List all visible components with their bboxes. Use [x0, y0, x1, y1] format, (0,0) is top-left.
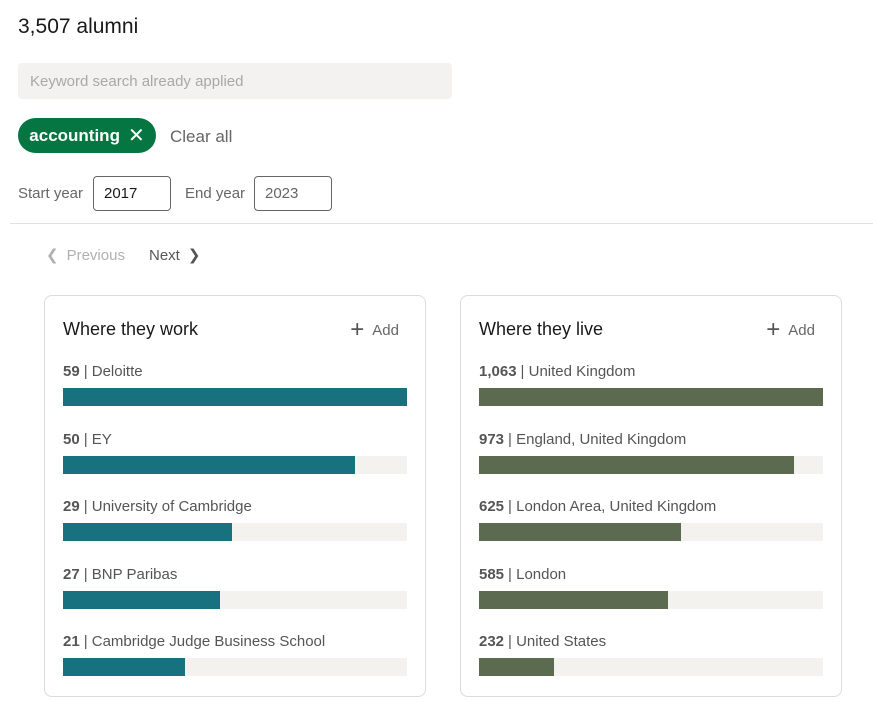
end-year-input[interactable]	[254, 176, 332, 211]
bar-row[interactable]: 585 | London	[479, 566, 823, 609]
bar-track	[479, 455, 823, 474]
bar-label: 27 | BNP Paribas	[63, 566, 407, 583]
bar-track	[479, 523, 823, 541]
bar-fill	[479, 523, 682, 541]
bar-fill	[63, 455, 355, 474]
bar-row[interactable]: 50 | EY	[63, 431, 407, 474]
bar-row[interactable]: 59 | Deloitte	[63, 363, 407, 406]
plus-icon: +	[766, 316, 781, 343]
bar-track	[63, 388, 407, 406]
chevron-left-icon: ❮	[46, 247, 59, 264]
bar-count: 625	[479, 498, 505, 515]
bar-fill	[63, 658, 186, 676]
bar-name: | England, United Kingdom	[508, 430, 687, 448]
bar-label: 585 | London	[479, 566, 823, 583]
bar-name: | United States	[508, 633, 607, 650]
bar-name: | University of Cambridge	[83, 498, 252, 515]
bar-name: | Cambridge Judge Business School	[83, 633, 326, 650]
bar-fill	[479, 388, 823, 406]
bar-name: | Deloitte	[83, 363, 143, 380]
bar-fill	[479, 455, 794, 474]
add-button[interactable]: + Add	[766, 318, 815, 342]
bar-label: 21 | Cambridge Judge Business School	[63, 633, 407, 650]
clear-all-button[interactable]: Clear all	[170, 127, 233, 146]
card-title: Where they work	[63, 319, 199, 339]
bar-label: 1,063 | United Kingdom	[479, 363, 823, 380]
add-label: Add	[372, 321, 399, 339]
next-label: Next	[149, 246, 180, 264]
previous-label: Previous	[66, 246, 125, 264]
bar-label: 29 | University of Cambridge	[63, 498, 407, 515]
bar-fill	[63, 590, 221, 609]
bar-track	[63, 590, 407, 609]
bar-label: 973 | England, United Kingdom	[479, 431, 823, 448]
add-button[interactable]: + Add	[350, 318, 399, 342]
bar-name: | EY	[83, 430, 112, 448]
bar-fill	[63, 523, 233, 541]
bar-track	[479, 658, 823, 676]
bar-name: | London Area, United Kingdom	[508, 498, 717, 515]
bar-track	[63, 523, 407, 541]
card-title: Where they live	[479, 319, 604, 339]
bar-track	[479, 590, 823, 609]
bar-name: | BNP Paribas	[83, 565, 178, 583]
bar-row[interactable]: 625 | London Area, United Kingdom	[479, 498, 823, 541]
where-they-work-card: Where they work + Add 59 | Deloitte 50 | EY…	[44, 295, 426, 697]
bar-count: 21	[63, 633, 80, 650]
bar-label: 59 | Deloitte	[63, 363, 407, 380]
end-year-label: End year	[185, 185, 246, 202]
add-label: Add	[788, 321, 815, 339]
previous-button[interactable]: ❮ Previous	[46, 246, 125, 265]
bar-name: | London	[508, 565, 567, 583]
start-year-input[interactable]	[93, 176, 171, 211]
close-icon[interactable]: ✕	[127, 124, 145, 147]
bar-fill	[479, 590, 669, 609]
bar-label: 625 | London Area, United Kingdom	[479, 498, 823, 515]
bar-track	[63, 455, 407, 474]
bar-label: 50 | EY	[63, 431, 407, 448]
bar-count: 59	[63, 363, 80, 380]
bar-count: 232	[479, 633, 505, 650]
bar-count: 973	[479, 430, 505, 448]
bar-count: 50	[63, 430, 80, 448]
chevron-right-icon: ❯	[187, 247, 201, 264]
bar-count: 27	[63, 565, 80, 583]
bar-track	[63, 658, 407, 676]
bar-row[interactable]: 27 | BNP Paribas	[63, 566, 407, 609]
bar-row[interactable]: 21 | Cambridge Judge Business School	[63, 633, 407, 676]
bar-label: 232 | United States	[479, 633, 823, 650]
search-input[interactable]	[18, 63, 452, 99]
filter-chip-accounting[interactable]: accounting ✕	[18, 118, 156, 153]
bar-row[interactable]: 1,063 | United Kingdom	[479, 363, 823, 406]
bar-row[interactable]: 232 | United States	[479, 633, 823, 676]
bar-fill	[63, 388, 407, 406]
divider	[10, 223, 873, 224]
bar-fill	[479, 658, 555, 676]
where-they-live-card: Where they live + Add 1,063 | United King…	[460, 295, 842, 697]
next-button[interactable]: Next ❯	[149, 246, 201, 265]
bar-track	[479, 388, 823, 406]
bar-row[interactable]: 973 | England, United Kingdom	[479, 431, 823, 474]
start-year-label: Start year	[18, 185, 84, 202]
bar-count: 1,063	[479, 363, 517, 380]
bar-count: 29	[63, 498, 80, 515]
plus-icon: +	[350, 316, 365, 343]
page-title: 3,507 alumni	[18, 15, 139, 38]
bar-count: 585	[479, 565, 505, 583]
bar-name: | United Kingdom	[520, 363, 636, 380]
filter-chip-label: accounting	[29, 125, 120, 145]
bar-row[interactable]: 29 | University of Cambridge	[63, 498, 407, 541]
